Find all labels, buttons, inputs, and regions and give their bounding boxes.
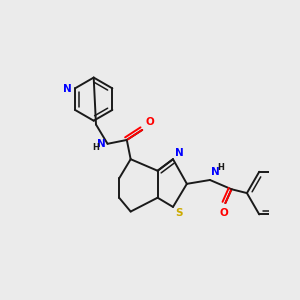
Text: H: H	[92, 143, 99, 152]
Text: N: N	[63, 84, 72, 94]
Text: O: O	[145, 117, 154, 127]
Text: O: O	[219, 208, 228, 218]
Text: N: N	[97, 139, 106, 149]
Text: S: S	[175, 208, 183, 218]
Text: N: N	[175, 148, 184, 158]
Text: H: H	[217, 163, 224, 172]
Text: N: N	[212, 167, 220, 177]
